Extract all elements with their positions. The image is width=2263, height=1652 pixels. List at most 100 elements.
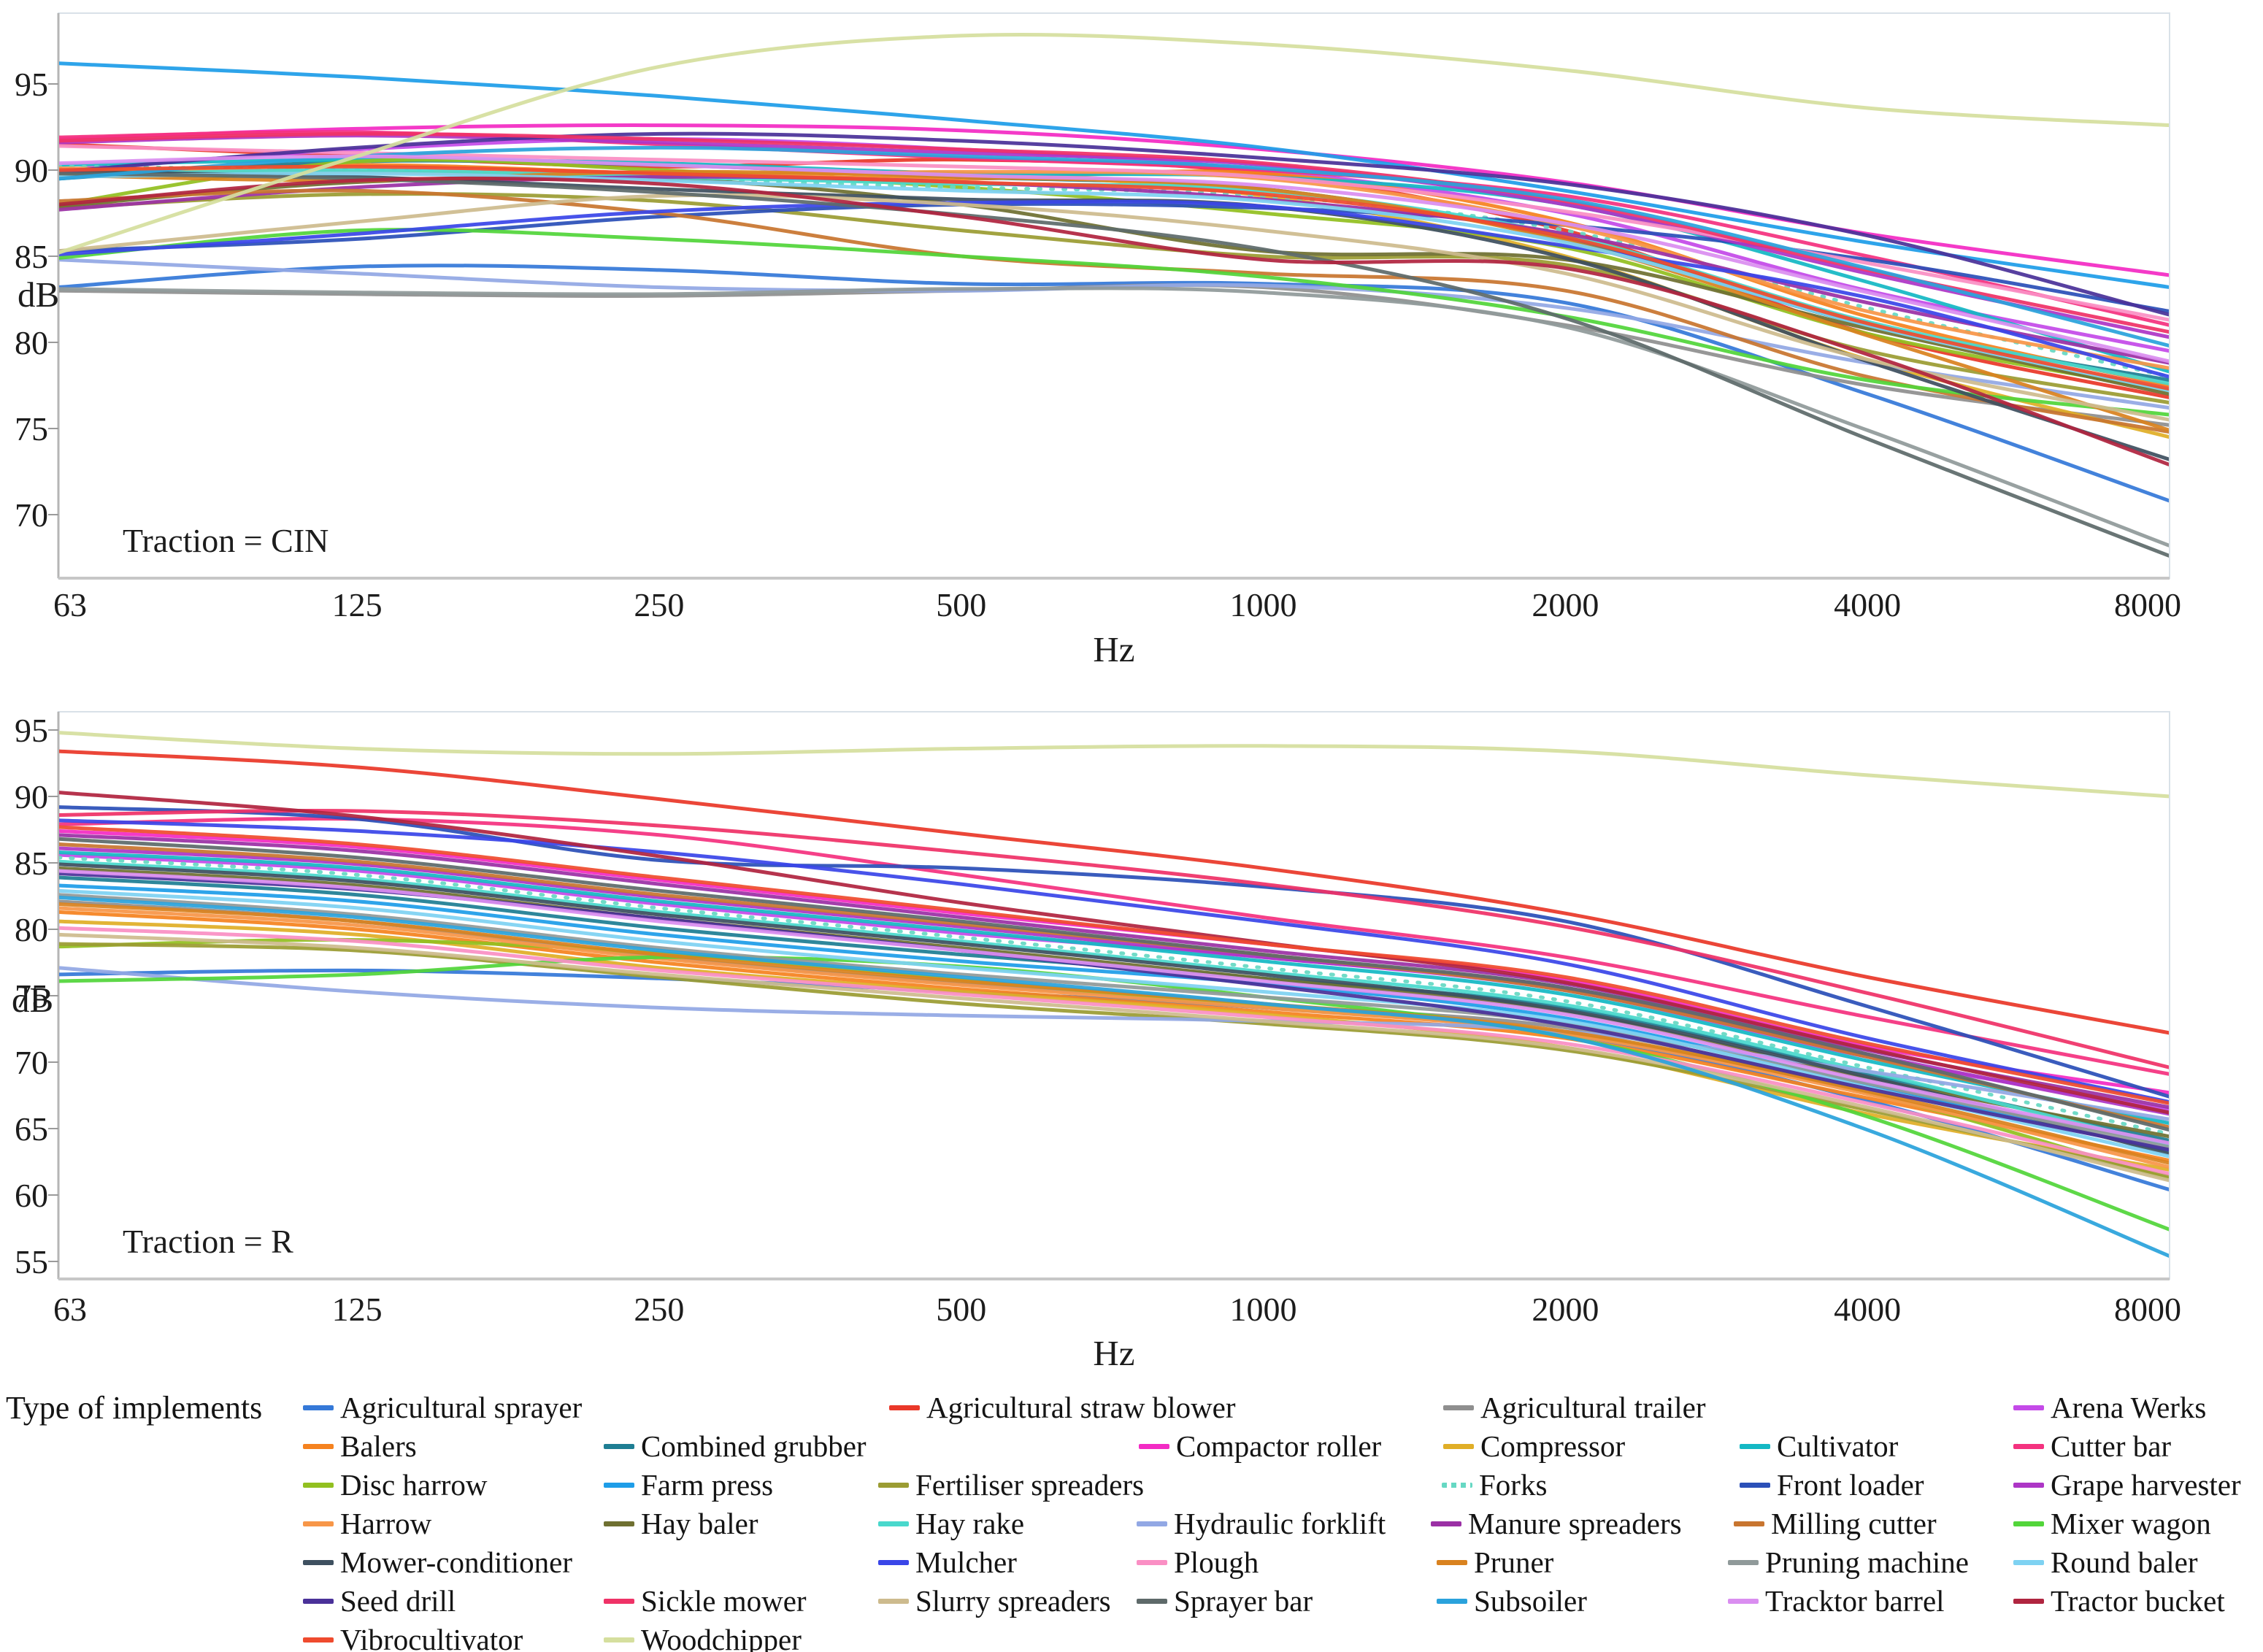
legend-label: Manure spreaders [1468,1507,1682,1540]
legend-label: Tracktor barrel [1765,1584,1945,1618]
legend-item-hay-rake: Hay rake [878,1505,1024,1542]
legend-item-woodchipper: Woodchipper [604,1621,802,1652]
series-line-tracktor-barrel [59,154,2169,364]
series-line-slurry-spreaders [59,932,2169,1183]
legend-swatch-compressor [1443,1443,1474,1449]
x-tick-label: 125 [332,586,383,623]
series-group [59,32,2169,558]
legend-label: Sickle mower [641,1584,807,1618]
series-line-slurry-spreaders [59,193,2169,422]
series-line-mulcher [59,199,2169,379]
series-line-agricultural-sprayer [59,264,2169,503]
series-line-cultivator [59,850,2169,1126]
x-tick-label: 2000 [1532,1291,1599,1328]
panel-traction-cin: 95 90 85 80 75 70 63 125 250 500 1000 2000 4000 8000 d… [15,12,2181,669]
legend-label: Hay rake [915,1507,1025,1540]
legend-swatch-pruning-machine [1728,1559,1759,1565]
y-tick-label: 60 [15,1177,48,1214]
series-line-subsoiler [59,895,2169,1258]
legend-item-agricultural-straw-blower: Agricultural straw blower [889,1389,1236,1426]
series-line-pruner [59,902,2169,1165]
legend-label: Tractor bucket [2051,1584,2225,1618]
series-line-hay-rake [59,859,2169,1148]
y-tick-label: 55 [15,1243,48,1280]
x-tick-label: 8000 [2114,1291,2181,1328]
legend-swatch-combined-grubber [604,1443,634,1449]
legend-label: Front loader [1777,1468,1924,1502]
x-tick-label: 125 [332,1291,383,1328]
y-tick-label: 95 [15,66,48,103]
series-line-tracktor-barrel [59,869,2169,1145]
y-tick-label: 90 [15,152,48,189]
legend-swatch-agricultural-straw-blower [889,1405,920,1410]
legend-item-seed-drill: Seed drill [303,1583,456,1619]
series-line-sickle-mower [59,131,2169,334]
legend-item-grape-harvester: Grape harvester [2013,1467,2241,1503]
legend-item-milling-cutter: Milling cutter [1734,1505,1937,1542]
legend-label: Slurry spreaders [915,1584,1111,1618]
legend-swatch-pruner [1437,1559,1467,1565]
legend-label: Compressor [1480,1429,1626,1463]
series-line-mulcher [59,818,2169,1104]
legend-label: Cultivator [1777,1429,1899,1463]
legend-label: Hydraulic forklift [1174,1507,1386,1540]
legend-item-round-baler: Round baler [2013,1544,2198,1580]
legend-swatch-farm-press [604,1482,634,1488]
legend-swatch-slurry-spreaders [878,1598,909,1604]
legend-title: Type of implements [6,1390,263,1426]
legend-item-farm-press: Farm press [604,1467,773,1503]
series-line-subsoiler [59,145,2169,348]
legend-label: Agricultural trailer [1480,1391,1706,1424]
x-tick-label: 8000 [2114,586,2181,623]
legend-item-mulcher: Mulcher [878,1544,1017,1580]
legend-swatch-cutter-bar [2013,1443,2044,1449]
spectra-line-charts: 95 90 85 80 75 70 63 125 250 500 1000 2000 4000 8000 d… [12,12,2181,1372]
legend-item-hay-baler: Hay baler [604,1505,758,1542]
legend-label: Woodchipper [641,1623,802,1652]
legend-label: Seed drill [340,1584,456,1618]
series-line-forks [59,856,2169,1136]
legend-label: Round baler [2051,1545,2198,1579]
legend-item-slurry-spreaders: Slurry spreaders [878,1583,1111,1619]
x-tick-label: 63 [53,1291,87,1328]
y-tick-label: 85 [15,238,48,275]
y-tick-label: 85 [15,845,48,882]
legend-label: Sprayer bar [1174,1584,1313,1618]
legend-item-balers: Balers [303,1428,417,1464]
legend-item-mixer-wagon: Mixer wagon [2013,1505,2211,1542]
legend-item-fertiliser-spreaders: Fertiliser spreaders [878,1467,1144,1503]
legend-label: Pruner [1474,1545,1554,1579]
legend-swatch-plough [1137,1559,1167,1565]
legend-swatch-agricultural-trailer [1443,1405,1474,1410]
series-line-farm-press [59,61,2169,289]
y-tick-label: 80 [15,324,48,361]
legend-label: Agricultural straw blower [926,1391,1236,1424]
legend-swatch-front-loader [1740,1482,1770,1488]
x-axis-unit-label: Hz [1093,1333,1134,1372]
y-axis-unit-label: dB [12,980,53,1020]
legend-item-harrow: Harrow [303,1505,431,1542]
series-line-sprayer-bar [59,837,2169,1132]
legend-label: Mixer wagon [2051,1507,2211,1540]
series-line-vibrocultivator [59,164,2169,391]
y-tick-label: 75 [15,410,48,447]
series-line-compressor [59,169,2169,439]
y-tick-label: 80 [15,911,48,948]
series-line-tractor-bucket [59,176,2169,466]
legend-item-tractor-bucket: Tractor bucket [2013,1583,2225,1619]
series-line-manure-spreaders [59,174,2169,365]
legend-swatch-forks [1442,1482,1472,1488]
legend-item-forks: Forks [1442,1467,1547,1503]
legend-item-mower-conditioner: Mower-conditioner [303,1544,572,1580]
legend-swatch-agricultural-sprayer [303,1405,334,1410]
series-line-balers [59,910,2169,1163]
legend-swatch-sickle-mower [604,1598,634,1604]
legend-swatch-manure-spreaders [1431,1521,1461,1526]
legend-swatch-grape-harvester [2013,1482,2044,1488]
legend-item-vibrocultivator: Vibrocultivator [303,1621,523,1652]
legend-item-pruner: Pruner [1437,1544,1553,1580]
legend-swatch-harrow [303,1521,334,1526]
legend-swatch-fertiliser-spreaders [878,1482,909,1488]
legend-label: Plough [1174,1545,1259,1579]
